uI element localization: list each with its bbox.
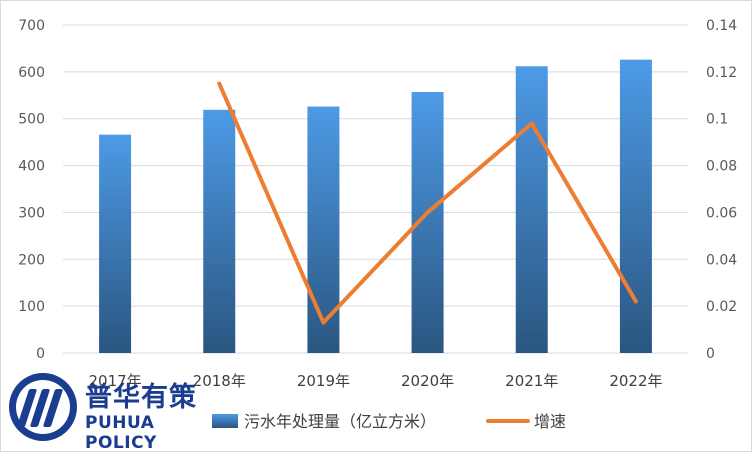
growth-point: [217, 82, 221, 86]
logo-emblem-icon: [9, 373, 77, 441]
y-right-tick-label: 0: [706, 346, 715, 362]
y-left-tick-label: 700: [18, 18, 45, 34]
x-tick-label: 2020年: [401, 372, 454, 390]
bar: [203, 109, 236, 353]
y-left-tick-label: 100: [18, 299, 45, 315]
y-right-tick-label: 0.1: [706, 112, 728, 128]
y-left-tick-label: 0: [36, 346, 45, 362]
legend-label-growth: 增速: [534, 412, 566, 431]
y-left-tick-label: 400: [18, 159, 45, 175]
bar: [99, 134, 132, 353]
y-left-tick-label: 500: [18, 112, 45, 128]
logo-name-cn: 普华有策: [85, 382, 197, 413]
bar: [619, 59, 652, 353]
y-right-tick-label: 0.14: [706, 18, 737, 34]
y-left-tick-label: 600: [18, 65, 45, 81]
x-tick-label: 2017年: [88, 372, 141, 390]
y-right-tick-label: 0.04: [706, 252, 737, 268]
y-right-tick-label: 0.08: [706, 159, 737, 175]
y-right-tick-label: 0.06: [706, 205, 737, 221]
x-tick-label: 2018年: [193, 372, 246, 390]
y-left-tick-label: 300: [18, 205, 45, 221]
x-tick-label: 2019年: [297, 372, 350, 390]
puhua-policy-logo: 普华有策 PUHUA POLICY: [7, 369, 207, 453]
y-right-tick-label: 0.02: [706, 299, 737, 315]
bar: [307, 106, 340, 353]
growth-point: [634, 299, 638, 303]
growth-point: [426, 210, 430, 214]
growth-point: [321, 321, 325, 325]
x-tick-label: 2021年: [505, 372, 558, 390]
logo-name-en: PUHUA POLICY: [85, 413, 157, 453]
legend-bar-swatch: [212, 414, 238, 428]
bar: [515, 66, 548, 353]
x-tick-label: 2022年: [609, 372, 662, 390]
y-right-tick-label: 0.12: [706, 65, 737, 81]
growth-point: [530, 121, 534, 125]
legend-label-volume: 污水年处理量（亿立方米）: [244, 412, 436, 431]
y-left-tick-label: 200: [18, 252, 45, 268]
